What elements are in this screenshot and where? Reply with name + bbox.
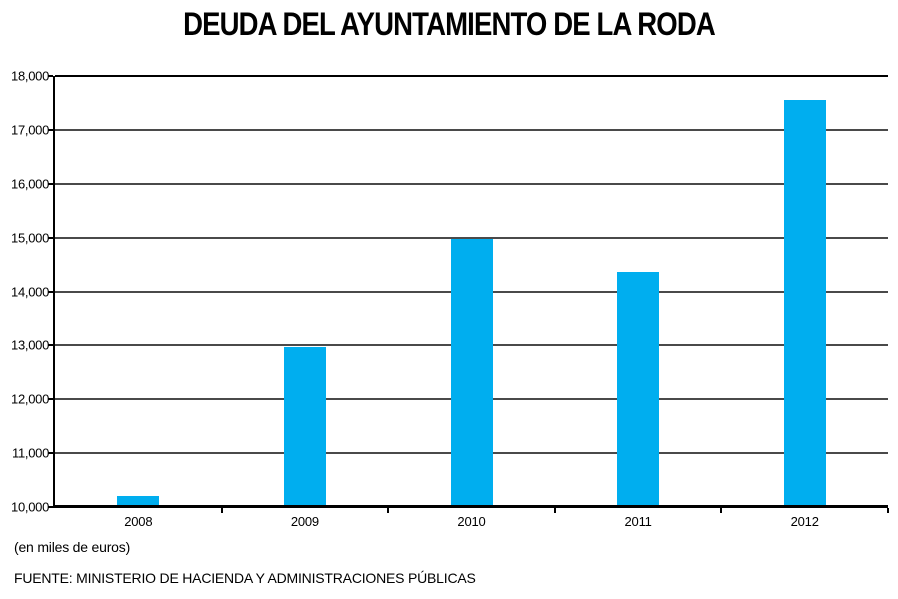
bar-2011 bbox=[617, 271, 660, 505]
y-axis-line bbox=[53, 76, 55, 507]
y-axis-label: 17,000 bbox=[11, 122, 49, 138]
bar-2010 bbox=[450, 239, 493, 505]
bar-2012 bbox=[783, 100, 826, 505]
y-axis-label: 16,000 bbox=[11, 176, 49, 192]
y-axis-tick bbox=[48, 75, 53, 77]
y-axis-label: 15,000 bbox=[11, 230, 49, 246]
y-axis-tick bbox=[48, 344, 53, 347]
y-axis-tick bbox=[48, 128, 53, 131]
y-axis-label: 12,000 bbox=[11, 391, 49, 407]
y-axis-tick bbox=[48, 452, 53, 455]
x-axis-label-2012: 2012 bbox=[790, 514, 819, 529]
gridline bbox=[55, 128, 888, 131]
source-note: FUENTE: MINISTERIO DE HACIENDA Y ADMINIS… bbox=[14, 570, 476, 586]
y-axis-label: 14,000 bbox=[11, 284, 49, 299]
x-axis-label-2010: 2010 bbox=[457, 514, 486, 529]
x-axis-tick bbox=[553, 508, 556, 513]
x-axis-label-2009: 2009 bbox=[290, 514, 319, 529]
bar-2009 bbox=[283, 346, 326, 505]
x-axis-label-2011: 2011 bbox=[624, 514, 652, 529]
gridline bbox=[55, 236, 888, 239]
x-axis-tick bbox=[720, 508, 723, 513]
x-axis-tick bbox=[220, 508, 223, 513]
bar-2008 bbox=[117, 495, 160, 505]
unit-note: (en miles de euros) bbox=[14, 539, 131, 555]
plot-area bbox=[48, 75, 889, 513]
gridline bbox=[55, 75, 888, 77]
y-axis-tick bbox=[48, 398, 53, 401]
x-axis-line bbox=[53, 505, 888, 508]
x-axis-tick bbox=[387, 508, 390, 513]
chart-title: DEUDA DEL AYUNTAMIENTO DE LA RODA bbox=[183, 6, 716, 42]
y-axis-label: 13,000 bbox=[11, 337, 49, 353]
y-axis-label: 10,000 bbox=[11, 499, 49, 515]
y-axis-tick bbox=[48, 506, 53, 508]
y-axis-tick bbox=[48, 182, 53, 185]
y-axis-label: 18,000 bbox=[11, 68, 49, 84]
gridline bbox=[55, 182, 888, 185]
x-axis-label-2008: 2008 bbox=[124, 514, 153, 529]
y-axis-tick bbox=[48, 290, 53, 293]
y-axis-label: 11,000 bbox=[12, 445, 49, 461]
y-axis-tick bbox=[48, 236, 53, 239]
x-axis-tick bbox=[887, 508, 889, 513]
